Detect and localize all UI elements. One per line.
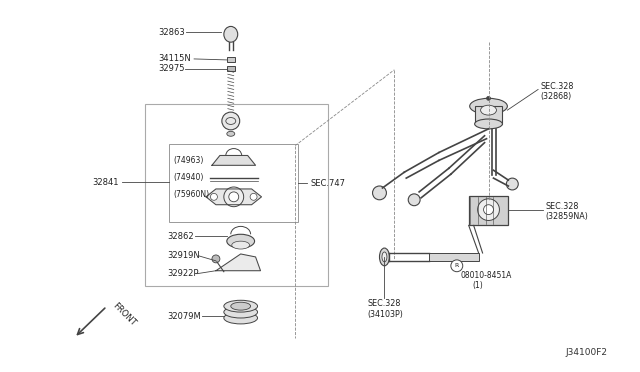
Text: SEC.747: SEC.747 (310, 179, 345, 187)
Text: (1): (1) (473, 281, 483, 290)
Text: (74940): (74940) (173, 173, 204, 182)
Bar (227, 57, 235, 62)
Text: 32919N: 32919N (167, 251, 200, 260)
Ellipse shape (222, 112, 240, 130)
Circle shape (506, 178, 518, 190)
Ellipse shape (475, 119, 502, 129)
Text: J34100F2: J34100F2 (566, 349, 607, 357)
Text: SEC.328: SEC.328 (540, 82, 573, 91)
Ellipse shape (227, 234, 255, 248)
Text: 32922P: 32922P (167, 269, 199, 278)
Text: (75960N): (75960N) (173, 190, 209, 199)
Text: (74963): (74963) (173, 156, 204, 165)
Text: 32863: 32863 (159, 28, 185, 37)
Text: 32975: 32975 (159, 64, 185, 73)
Circle shape (250, 193, 257, 200)
Bar (170, 144, 298, 222)
Text: SEC.328: SEC.328 (545, 202, 579, 211)
Ellipse shape (224, 306, 257, 318)
Bar (145, 104, 328, 286)
Ellipse shape (232, 241, 250, 249)
Circle shape (477, 199, 499, 221)
Text: 32841: 32841 (92, 177, 118, 187)
Bar (475, 106, 502, 124)
Polygon shape (206, 189, 262, 205)
Circle shape (372, 186, 387, 200)
Bar (468, 196, 508, 225)
Text: SEC.328: SEC.328 (367, 299, 401, 308)
Circle shape (228, 192, 239, 202)
Text: 32079M: 32079M (167, 311, 201, 321)
Ellipse shape (380, 248, 389, 266)
Circle shape (484, 205, 493, 215)
Bar (429, 253, 479, 261)
Circle shape (224, 187, 244, 207)
Circle shape (408, 194, 420, 206)
Circle shape (212, 255, 220, 263)
Ellipse shape (481, 105, 497, 115)
Text: 08010-8451A: 08010-8451A (461, 271, 512, 280)
Ellipse shape (231, 302, 251, 310)
Text: (32859NA): (32859NA) (545, 212, 588, 221)
Ellipse shape (227, 131, 235, 136)
Polygon shape (212, 155, 255, 165)
Ellipse shape (382, 252, 387, 262)
Polygon shape (216, 254, 260, 271)
Ellipse shape (224, 26, 237, 42)
Text: (32868): (32868) (540, 92, 572, 101)
Text: (34103P): (34103P) (367, 310, 403, 318)
Bar (227, 66, 235, 71)
Circle shape (211, 193, 218, 200)
Text: R: R (454, 263, 459, 268)
Ellipse shape (470, 98, 508, 114)
Ellipse shape (224, 312, 257, 324)
Text: 34115N: 34115N (159, 54, 191, 64)
Text: FRONT: FRONT (111, 301, 138, 328)
Ellipse shape (224, 300, 257, 312)
Text: 32862: 32862 (167, 232, 194, 241)
Circle shape (486, 96, 490, 100)
Circle shape (451, 260, 463, 272)
